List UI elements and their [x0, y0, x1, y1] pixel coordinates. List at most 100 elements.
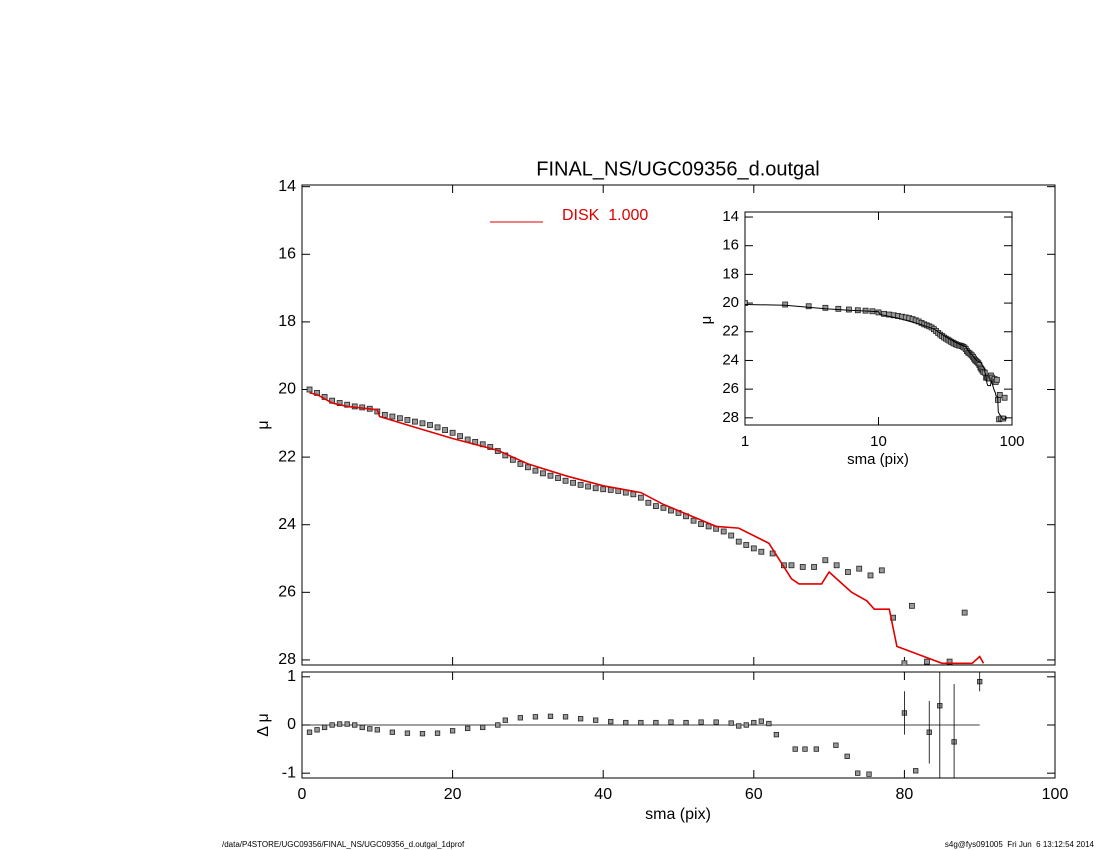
data-point [517, 715, 524, 721]
y-tick-label: 18 [722, 265, 739, 282]
y-tick-label: 28 [722, 409, 739, 426]
data-point [833, 562, 840, 569]
x-axis-label: sma (pix) [645, 806, 711, 823]
model-line [309, 392, 985, 665]
data-point [728, 532, 735, 539]
data-point [389, 729, 396, 735]
data-point [480, 724, 486, 731]
data-point [577, 716, 584, 722]
data-point [660, 504, 667, 511]
data-point [562, 477, 569, 484]
x-tick-label: 100 [999, 433, 1024, 450]
data-point [845, 569, 851, 575]
data-point [993, 376, 1000, 383]
data-point [638, 719, 644, 726]
data-point [623, 719, 629, 726]
x-tick-label: 100 [1042, 786, 1069, 803]
data-point [668, 719, 674, 725]
data-point [314, 727, 320, 733]
data-point [653, 719, 659, 726]
data-point [813, 746, 819, 752]
data-point [562, 714, 569, 720]
data-point [465, 725, 471, 732]
data-point [547, 472, 554, 479]
y-tick-label: -1 [282, 764, 296, 781]
data-point [555, 475, 561, 481]
y-tick-label: 20 [722, 294, 739, 311]
data-point [600, 486, 607, 493]
data-point [802, 746, 808, 752]
x-tick-label: 80 [896, 786, 914, 803]
data-point [758, 718, 764, 724]
data-point [1001, 394, 1008, 401]
data-point [427, 422, 433, 428]
data-point [844, 753, 850, 759]
y-tick-label: 18 [278, 313, 296, 330]
y-tick-label: 14 [278, 178, 296, 195]
y-axis-label: Δ μ [255, 713, 272, 736]
data-point [419, 731, 426, 737]
model-line [745, 304, 1007, 420]
data-point [720, 528, 727, 535]
plot-area [745, 300, 1008, 423]
plot-area [306, 386, 985, 665]
data-point [449, 728, 456, 734]
data-point [856, 565, 863, 572]
data-point [698, 719, 704, 725]
x-tick-label: 20 [444, 786, 462, 803]
data-point [766, 720, 772, 727]
data-point [728, 720, 734, 726]
data-point [909, 602, 915, 609]
data-point [743, 542, 750, 548]
y-tick-label: 28 [278, 651, 296, 668]
data-point [773, 731, 780, 738]
data-point [855, 770, 861, 776]
data-point [750, 545, 757, 552]
y-tick-label: 26 [722, 380, 739, 397]
y-tick-label: 26 [278, 584, 296, 601]
data-point [736, 723, 742, 729]
data-point [822, 304, 829, 311]
y-tick-label: 24 [278, 516, 296, 533]
data-point [845, 306, 852, 313]
data-point [822, 557, 829, 564]
y-tick-label: 0 [287, 716, 296, 733]
legend-label: DISK 1.000 [562, 207, 648, 224]
plot-area [302, 672, 983, 778]
data-point [344, 721, 350, 727]
data-point [630, 491, 637, 498]
data-point [751, 719, 757, 726]
data-point [419, 420, 426, 427]
y-tick-label: 22 [722, 323, 739, 340]
x-tick-label: 60 [745, 786, 763, 803]
data-point [698, 521, 704, 527]
data-point [924, 658, 930, 665]
data-point [374, 727, 380, 733]
data-point [495, 722, 501, 728]
y-tick-label: 1 [287, 668, 296, 685]
data-point [336, 721, 343, 727]
y-tick-label: 24 [722, 351, 739, 368]
data-point [637, 494, 644, 501]
y-axis-label: μ [255, 420, 272, 429]
data-point [653, 503, 659, 510]
data-point [946, 658, 953, 665]
data-point [532, 714, 539, 720]
data-point [359, 724, 365, 731]
data-point [782, 301, 789, 308]
data-point [457, 433, 464, 440]
data-point [878, 567, 885, 574]
data-point [434, 424, 441, 431]
data-point [585, 483, 592, 490]
footer-left: /data/P4STORE/UGC09356/FINAL_NS/UGC09356… [222, 840, 465, 849]
data-point [758, 548, 765, 555]
data-point [381, 411, 388, 418]
data-point [961, 609, 968, 616]
data-point [690, 517, 697, 524]
data-point [442, 427, 448, 433]
data-point [540, 470, 546, 477]
data-point [404, 417, 411, 423]
data-point [713, 719, 719, 725]
data-point [352, 722, 358, 728]
